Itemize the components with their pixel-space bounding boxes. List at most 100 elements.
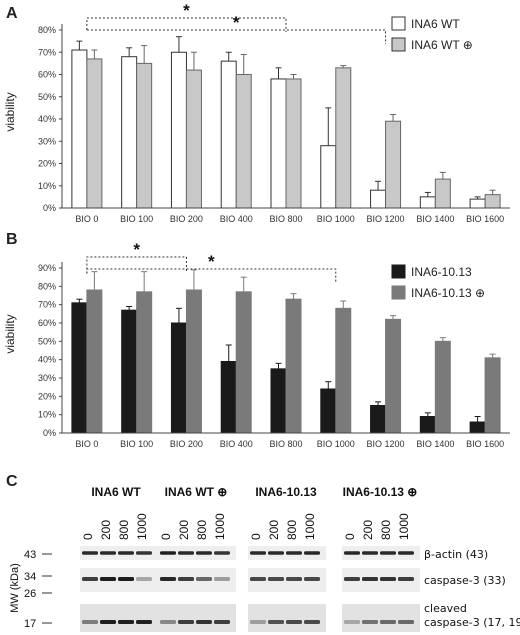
x-tick-label-a-1: BIO 100 (120, 214, 153, 224)
bar-b-s0-2 (170, 322, 187, 434)
blot-band-0-0-1 (100, 551, 116, 555)
blot-band-2-1-0 (250, 577, 266, 581)
blot-band-2-0-0 (250, 551, 266, 555)
bar-b-s1-6 (385, 318, 402, 434)
legend-label-b-0: INA6-10.13 (411, 265, 472, 279)
blot-band-0-1-3 (136, 577, 152, 581)
bar-b-s1-1 (136, 291, 153, 434)
x-tick-label-b-6: BIO 1200 (367, 439, 405, 449)
y-ticks-a: 0% 10% 20% 30% 40% 50% 60% 70% 80% (38, 25, 62, 213)
blot-band-2-2-3 (304, 620, 320, 624)
blot-strip-3-2 (342, 604, 420, 632)
blot-concentration-1-3: 1000 (213, 513, 227, 540)
bar-a-s1-5 (335, 67, 352, 209)
panel-letter-b: B (6, 231, 18, 248)
blot-concentration-1-1: 200 (177, 520, 191, 540)
y-axis-label-a: viability (3, 92, 17, 131)
y-tick-label-b-5: 50% (38, 336, 56, 346)
blot-band-2-2-0 (250, 620, 266, 624)
blot-mw-axis-label: MW (kDa) (9, 563, 21, 613)
bar-b-s1-4 (285, 298, 302, 434)
x-tick-label-b-3: BIO 400 (220, 439, 253, 449)
blot-group-label-2: INA6-10.13 (255, 485, 317, 499)
blot-label-cleaved-caspase3: caspase-3 (17, 19) (424, 616, 520, 629)
x-tick-label-a-3: BIO 400 (220, 214, 253, 224)
blot-band-1-1-1 (178, 577, 194, 581)
x-tick-label-b-4: BIO 800 (269, 439, 302, 449)
bar-b-s0-1 (121, 309, 138, 434)
blot-band-0-2-3 (136, 620, 152, 624)
bar-b-s0-3 (220, 361, 237, 434)
blot-band-3-1-2 (380, 577, 396, 581)
y-tick-label-b-0: 0% (43, 428, 56, 438)
x-ticks-a: BIO 0 BIO 100 BIO 200 BIO 400 BIO 800 BIO 100… (75, 214, 504, 224)
bar-b-s1-0 (86, 289, 103, 434)
blot-mw-26: 26 (24, 588, 36, 600)
blot-band-2-1-2 (286, 577, 302, 581)
panel-b: B viability 0% 10% 20% 30% 40% 50% 60% 70% 80% 90… (3, 231, 510, 449)
bar-b-s1-7 (434, 340, 451, 434)
legend-a: INA6 WT INA6 WT ⊕ (391, 16, 473, 52)
panel-c-western-blot: C INA6 WT INA6 WT ⊕ INA6-10.13 INA6-10.1… (6, 473, 520, 632)
bar-a-s1-2 (185, 69, 202, 209)
y-tick-label-a-8: 80% (38, 25, 56, 35)
x-tick-label-a-8: BIO 1600 (466, 214, 504, 224)
bar-b-s0-4 (270, 368, 287, 434)
panel-letter-c: C (6, 473, 18, 490)
significance-a: ** (86, 1, 387, 44)
blot-band-2-0-2 (286, 551, 302, 555)
x-tick-label-a-4: BIO 800 (269, 214, 302, 224)
blot-band-2-1-3 (304, 577, 320, 581)
blot-strip-1-2 (158, 604, 236, 632)
x-tick-label-b-2: BIO 200 (170, 439, 203, 449)
blot-band-0-1-2 (118, 577, 134, 581)
blot-strip-0-2 (80, 604, 158, 632)
legend-swatch-a-1 (391, 37, 406, 52)
blot-group-label-3: INA6-10.13 ⊕ (343, 485, 418, 499)
blot-band-2-0-3 (304, 551, 320, 555)
bars-a (71, 36, 501, 209)
blot-concentration-2-3: 1000 (303, 513, 317, 540)
significance-star-b-1: * (208, 252, 215, 271)
blot-concentration-3-1: 200 (361, 520, 375, 540)
blot-concentration-2-0: 0 (249, 533, 263, 540)
blot-concentration-2-1: 200 (267, 520, 281, 540)
blot-band-0-0-0 (82, 551, 98, 555)
y-tick-label-a-2: 20% (38, 159, 56, 169)
blot-band-2-2-1 (268, 620, 284, 624)
bar-b-s1-5 (335, 307, 352, 434)
blot-mw-43: 43 (24, 549, 36, 561)
significance-bracket-b-0 (86, 256, 187, 274)
legend-label-b-1: INA6-10.13 ⊕ (411, 286, 485, 300)
bar-b-s0-6 (370, 405, 387, 434)
y-tick-label-b-7: 70% (38, 300, 56, 310)
bar-a-s0-1 (121, 56, 138, 209)
x-tick-label-b-7: BIO 1400 (416, 439, 454, 449)
y-tick-label-b-4: 40% (38, 355, 56, 365)
significance-star-a-0: * (183, 1, 190, 20)
bar-a-s1-1 (136, 62, 153, 209)
bar-a-s1-3 (235, 74, 252, 209)
blot-concentration-3-2: 800 (379, 520, 393, 540)
blot-band-1-2-2 (196, 620, 212, 624)
blot-band-1-0-3 (214, 551, 230, 555)
x-tick-label-b-1: BIO 100 (120, 439, 153, 449)
blot-band-1-2-3 (214, 620, 230, 624)
blot-band-0-2-0 (82, 620, 98, 624)
y-axis-label-b: viability (3, 314, 17, 353)
blot-label-beta-actin: β-actin (43) (424, 548, 488, 561)
x-ticks-b: BIO 0 BIO 100 BIO 200 BIO 400 BIO 800 BIO 100… (75, 439, 504, 449)
bar-a-s1-8 (484, 194, 501, 209)
y-tick-label-a-0: 0% (43, 203, 56, 213)
bar-a-s0-0 (71, 49, 88, 209)
blot-band-0-0-3 (136, 551, 152, 555)
blot-band-3-1-0 (344, 577, 360, 581)
blot-band-2-1-1 (268, 577, 284, 581)
blot-mw-17: 17 (24, 618, 36, 630)
bar-b-s0-8 (469, 421, 486, 434)
x-tick-label-a-5: BIO 1000 (317, 214, 355, 224)
legend-b: INA6-10.13 INA6-10.13 ⊕ (391, 264, 485, 300)
x-tick-label-b-5: BIO 1000 (317, 439, 355, 449)
blot-concentration-0-3: 1000 (135, 513, 149, 540)
significance-star-b-0: * (133, 240, 140, 259)
